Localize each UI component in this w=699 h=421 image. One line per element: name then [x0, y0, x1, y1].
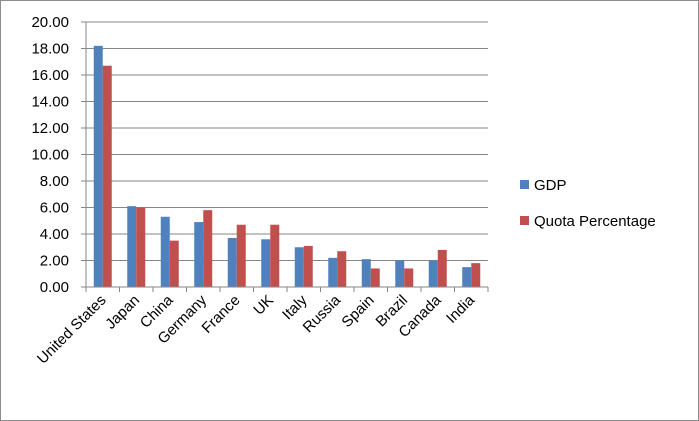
x-tick-label: France: [199, 292, 244, 337]
bar-gdp: [160, 216, 170, 287]
y-tick-label: 18.00: [31, 41, 69, 58]
bar-quota-percentage: [471, 263, 481, 287]
bar-quota-percentage: [404, 268, 414, 287]
legend: GDP Quota Percentage: [520, 177, 656, 230]
y-tick-label: 8.00: [40, 173, 69, 190]
bar-gdp: [194, 222, 204, 287]
x-tick-label: Japan: [102, 292, 143, 333]
x-tick-label: Russia: [300, 291, 345, 336]
y-tick-label: 12.00: [31, 120, 69, 137]
x-tick-label: Spain: [338, 292, 377, 331]
bar-gdp: [127, 206, 137, 287]
y-tick-label: 16.00: [31, 67, 69, 84]
bar-quota-percentage: [169, 240, 179, 287]
y-tick-label: 6.00: [40, 200, 69, 217]
bar-gdp: [294, 247, 304, 287]
y-axis-tick-labels: 0.00 2.00 4.00 6.00 8.00 10.00 12.00 14.00 16.00…: [31, 14, 69, 296]
y-tick-label: 4.00: [40, 226, 69, 243]
x-tick-label: United States: [34, 292, 110, 368]
legend-swatch-gdp: [520, 180, 529, 189]
bar-gdp: [261, 239, 271, 287]
bar-quota-percentage: [370, 268, 380, 287]
bar-gdp: [462, 267, 472, 287]
x-tick-label: UK: [250, 292, 277, 319]
x-tick-label: India: [443, 291, 478, 326]
y-tick-label: 2.00: [40, 253, 69, 270]
legend-label-gdp: GDP: [534, 177, 567, 194]
bar-gdp: [93, 45, 103, 287]
bar-gdp: [328, 257, 338, 287]
bar-quota-percentage: [337, 251, 347, 287]
bar-quota-percentage: [236, 224, 246, 287]
bar-gdp: [361, 259, 371, 287]
bars: [93, 45, 481, 287]
y-tick-label: 10.00: [31, 147, 69, 164]
axes: [85, 22, 489, 292]
bar-gdp: [395, 260, 405, 287]
bar-quota-percentage: [203, 210, 213, 287]
bar-quota-percentage: [437, 249, 447, 287]
bar-quota-percentage: [102, 65, 112, 287]
legend-swatch-quota-percentage: [520, 216, 529, 225]
bar-quota-percentage: [136, 207, 146, 287]
y-tick-label: 20.00: [31, 14, 69, 31]
bar-gdp: [227, 237, 237, 287]
y-tick-label: 0.00: [40, 279, 69, 296]
legend-label-quota-percentage: Quota Percentage: [534, 213, 656, 230]
bar-quota-percentage: [270, 224, 280, 287]
bar-quota-percentage: [303, 245, 313, 287]
y-tick-label: 14.00: [31, 94, 69, 111]
bar-gdp: [428, 260, 438, 287]
